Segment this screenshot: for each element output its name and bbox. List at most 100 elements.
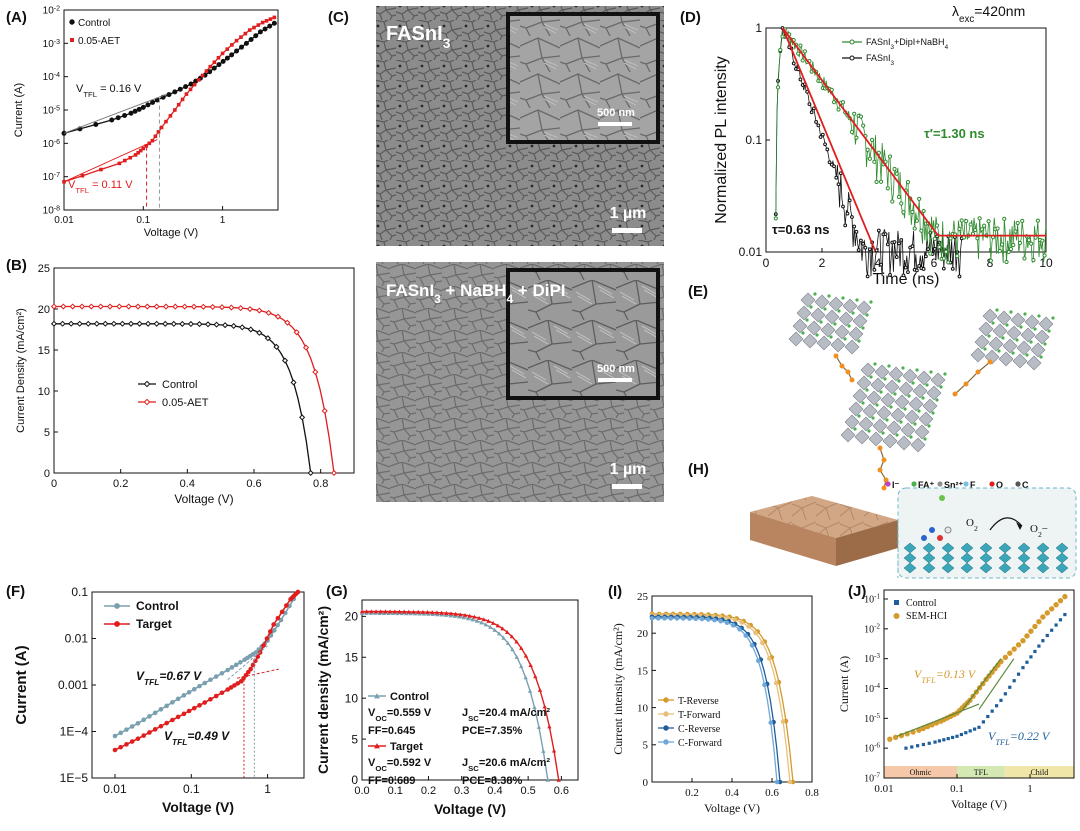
- jv-point: [458, 612, 463, 617]
- iv-point: [977, 725, 981, 729]
- fit-line: [63, 93, 168, 134]
- legend-label: Control: [78, 18, 110, 29]
- jv-point: [218, 304, 226, 311]
- treated-point: [932, 236, 937, 241]
- iv-point: [284, 603, 289, 608]
- subscript: TFL: [172, 737, 187, 747]
- excitation-label: λexc=420nm: [952, 3, 1025, 25]
- octahedron: [1020, 327, 1036, 343]
- jv-point: [746, 624, 751, 629]
- text-span: = 0.16 V: [97, 83, 142, 95]
- lattice-unit: [922, 562, 936, 574]
- iv-point: [981, 720, 985, 724]
- fasni3-point: [856, 248, 861, 252]
- y-tick-label: 10: [345, 691, 359, 705]
- jv-point: [527, 688, 533, 693]
- plot-frame: [53, 267, 355, 474]
- iv-point: [927, 741, 931, 745]
- octahedron: [1016, 340, 1032, 356]
- voc-stat: VOC=0.592 V: [368, 757, 432, 773]
- inset-scale-bar: [598, 122, 632, 126]
- jv-point: [265, 309, 272, 316]
- fit-curve: [781, 27, 877, 252]
- octahedron: [816, 335, 832, 351]
- jv-point: [472, 614, 477, 619]
- aet-point: [268, 17, 273, 21]
- region-label: Ohmic: [910, 768, 932, 777]
- treated-point: [1008, 246, 1014, 252]
- jv-point: [732, 617, 738, 623]
- atom: [1011, 351, 1015, 355]
- jv-point: [144, 303, 151, 310]
- y-tick-label: 0.001: [58, 678, 88, 692]
- jsc-stat: JSC=20.6 mA/cm²: [462, 757, 550, 773]
- y-tick-label: 0: [44, 468, 50, 480]
- treated-point: [957, 226, 962, 232]
- jv-point: [273, 343, 280, 350]
- jv-point: [470, 617, 475, 622]
- atom: [897, 379, 901, 383]
- octahedron: [854, 429, 870, 445]
- atom: [909, 435, 913, 439]
- treated-point: [899, 201, 904, 206]
- aet-point: [168, 114, 173, 118]
- jv-point: [649, 616, 655, 621]
- legend-label: C: [1022, 480, 1029, 490]
- octahedron: [996, 310, 1012, 326]
- fasni3-point: [836, 182, 841, 187]
- control-point: [145, 102, 151, 108]
- text-span: V: [164, 729, 173, 743]
- jv-point: [536, 724, 542, 729]
- jv-point: [213, 321, 220, 328]
- atom: [921, 396, 925, 400]
- lattice-unit: [941, 562, 955, 574]
- iv-point: [170, 700, 175, 705]
- octahedron: [874, 364, 890, 380]
- slab: [970, 308, 1055, 371]
- lattice-unit: [979, 562, 993, 574]
- iv-point: [1040, 614, 1046, 620]
- tick-exponent: -8: [54, 205, 60, 212]
- text-span: =0.13 V: [936, 667, 977, 681]
- tick-exponent: -5: [54, 105, 60, 112]
- tick-base: 10: [43, 139, 55, 150]
- iv-point: [921, 742, 926, 747]
- fasni3-point: [917, 264, 922, 268]
- legend-marker: [143, 380, 151, 388]
- iv-point: [275, 615, 281, 621]
- aet-point: [164, 119, 168, 124]
- iv-point: [253, 650, 259, 655]
- treated-point: [955, 253, 960, 259]
- aet-point: [138, 148, 143, 153]
- jv-point: [359, 609, 365, 614]
- atom: [1001, 336, 1005, 340]
- x-tick-label: 4: [875, 256, 882, 270]
- octahedron: [922, 398, 938, 414]
- treated-point: [914, 218, 920, 223]
- atom: [1047, 329, 1051, 333]
- y-tick-label: 15: [345, 650, 359, 664]
- octahedron: [848, 401, 864, 417]
- iv-point: [1028, 628, 1034, 634]
- atom: [915, 368, 919, 372]
- jv-point: [528, 663, 533, 667]
- treated-point: [874, 179, 879, 184]
- octahedron: [896, 435, 912, 451]
- tick-base: 10: [864, 744, 874, 755]
- jv-point: [674, 616, 680, 621]
- octahedron: [828, 296, 844, 312]
- ligand-atom: [833, 353, 839, 359]
- text-span: V: [988, 729, 997, 743]
- text-span: λ: [952, 3, 959, 19]
- octahedron: [838, 311, 854, 327]
- superoxide-label: O2−: [1030, 523, 1048, 539]
- iv-point: [245, 669, 251, 675]
- sem-title: FASnI3: [386, 23, 451, 51]
- treated-point: [854, 135, 859, 140]
- y-tick-label: 10: [637, 702, 649, 714]
- octahedron: [852, 313, 868, 329]
- iv-point: [275, 622, 280, 628]
- y-tick-label: 0: [643, 777, 649, 789]
- treated-point: [892, 166, 897, 172]
- region-label: TFL: [974, 768, 988, 777]
